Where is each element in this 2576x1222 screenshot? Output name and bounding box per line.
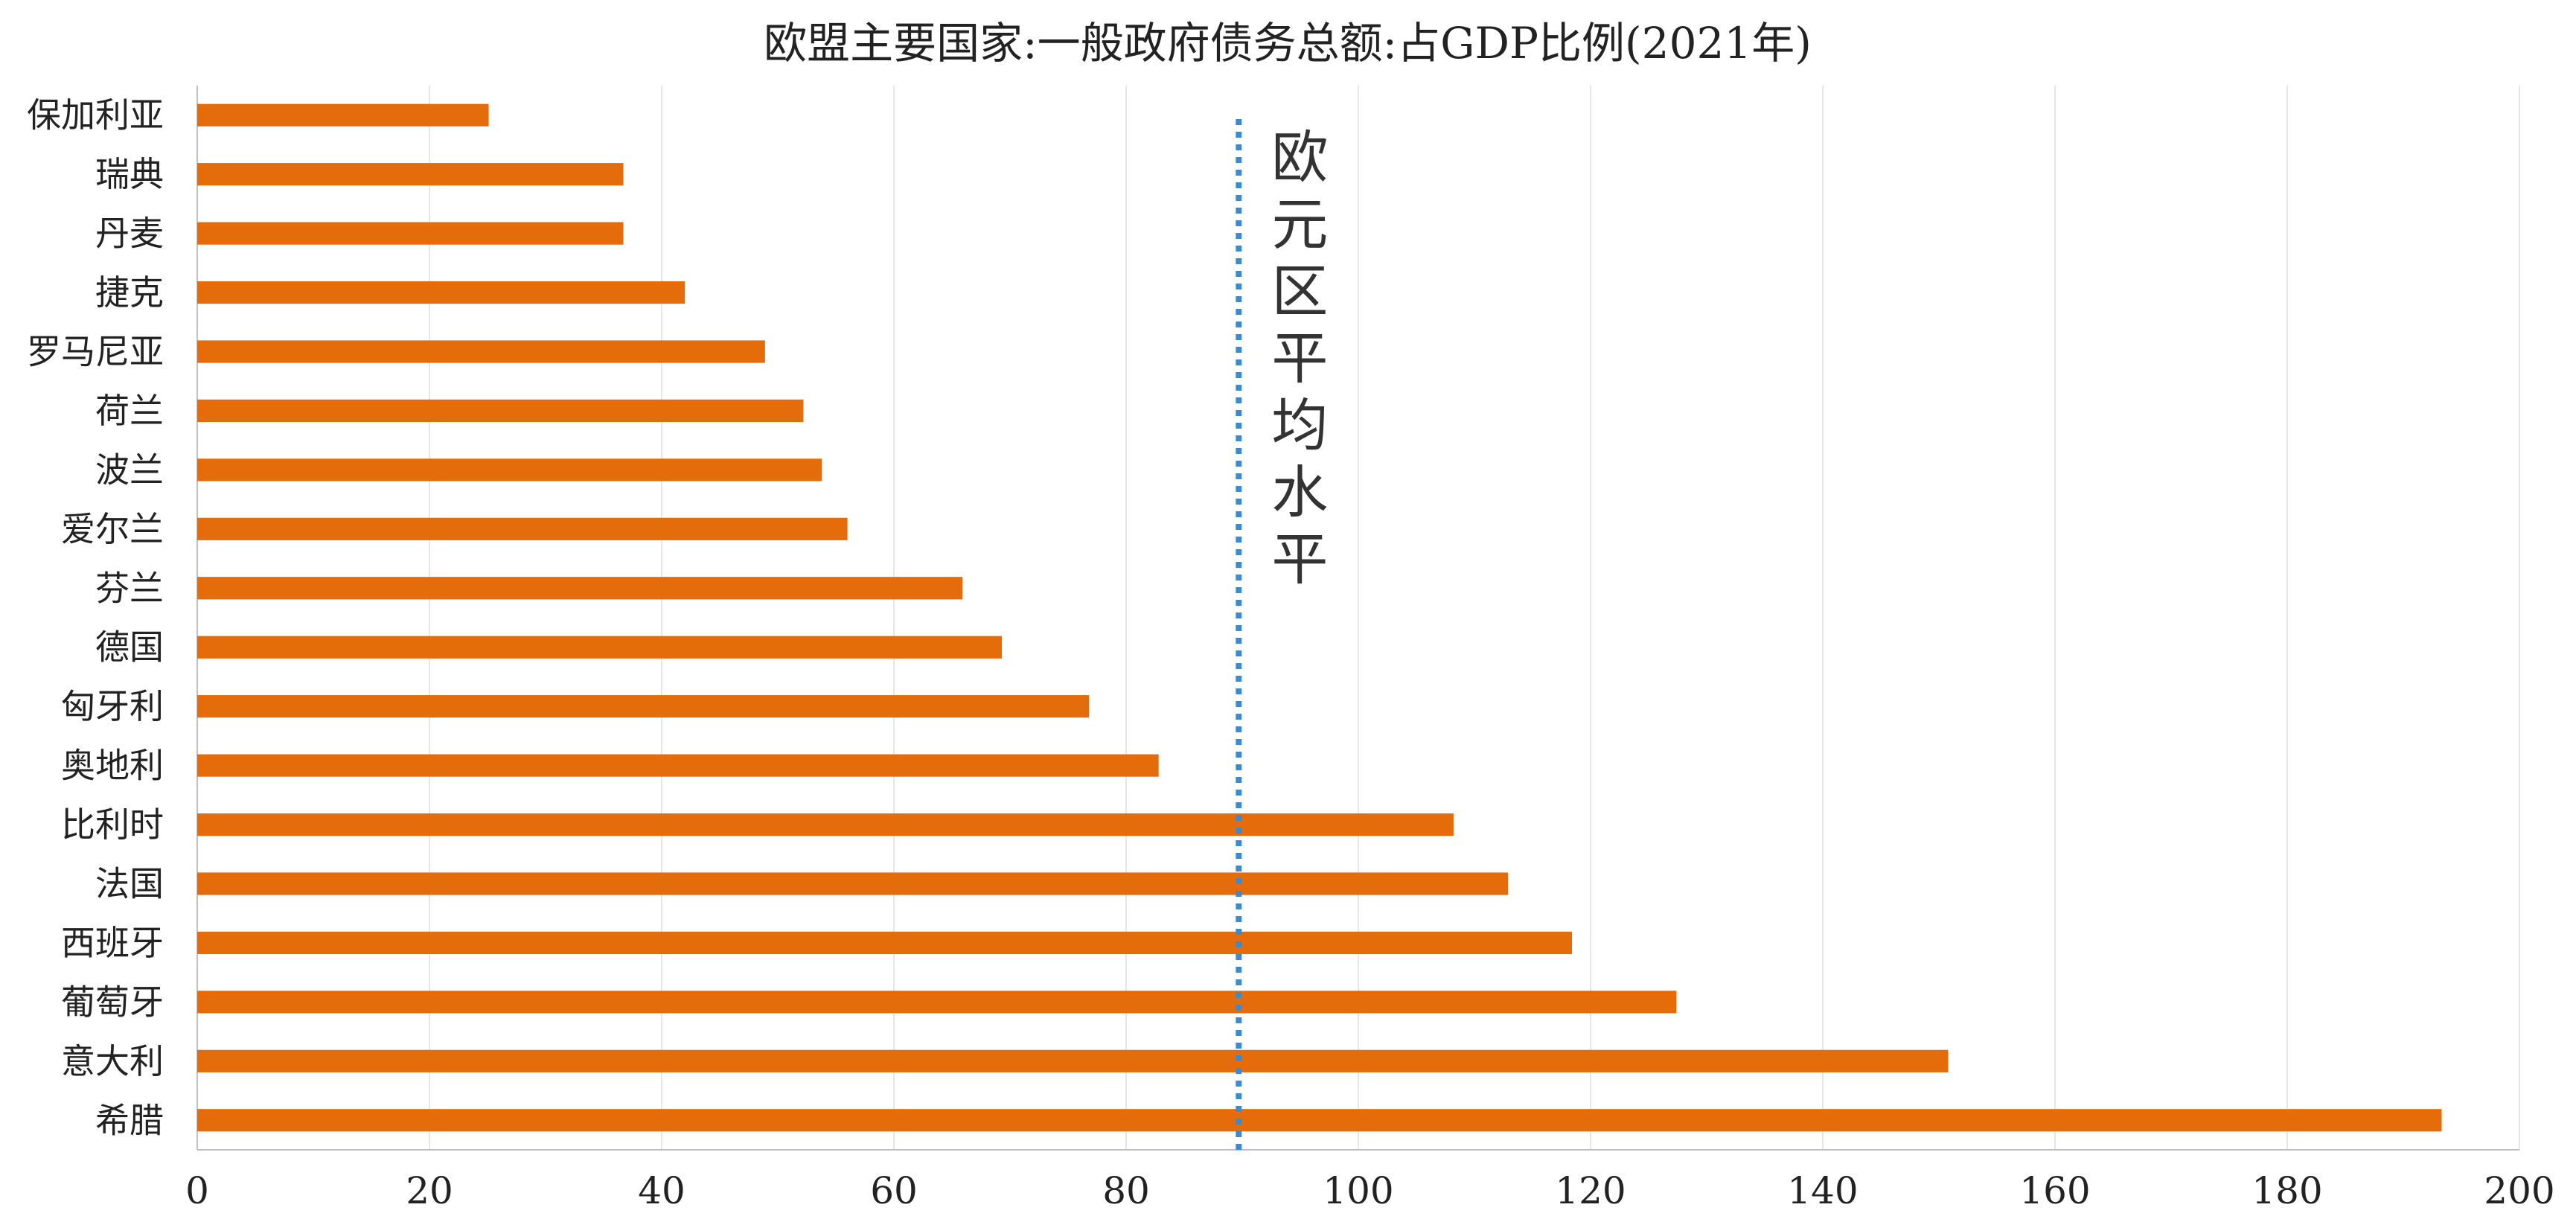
category-label: 希腊 xyxy=(95,1100,164,1140)
x-tick-label: 140 xyxy=(1787,1169,1858,1212)
gridlines xyxy=(429,86,2520,1150)
category-label: 捷克 xyxy=(95,272,164,313)
x-tick-label: 40 xyxy=(638,1169,685,1212)
bar xyxy=(197,1109,2442,1132)
category-label: 波兰 xyxy=(95,450,164,490)
bar xyxy=(197,1049,1949,1072)
category-label: 荷兰 xyxy=(95,391,164,431)
x-tick-label: 100 xyxy=(1323,1169,1393,1212)
bar xyxy=(197,163,624,186)
category-label: 爱尔兰 xyxy=(61,509,164,549)
x-tick-label: 80 xyxy=(1102,1169,1150,1212)
bar xyxy=(197,695,1090,718)
x-tick-label: 160 xyxy=(2019,1169,2090,1212)
x-tick-label: 0 xyxy=(185,1169,209,1212)
category-label: 瑞典 xyxy=(95,154,164,194)
x-tick-label: 20 xyxy=(406,1169,453,1212)
category-label: 奥地利 xyxy=(61,746,164,786)
x-tick-labels: 0 20 40 60 80 100 120 140 160 180 200 xyxy=(185,1169,2555,1212)
category-label: 比利时 xyxy=(61,804,164,845)
category-label: 罗马尼亚 xyxy=(27,332,164,372)
bar xyxy=(197,754,1159,777)
bar xyxy=(197,103,489,127)
category-label: 葡萄牙 xyxy=(61,982,164,1022)
bar xyxy=(197,340,765,363)
bar xyxy=(197,458,822,482)
bar xyxy=(197,636,1003,659)
bar xyxy=(197,577,963,600)
category-label: 保加利亚 xyxy=(27,95,164,135)
bar xyxy=(197,813,1454,836)
bar xyxy=(197,399,804,423)
category-label: 德国 xyxy=(95,627,164,668)
bar xyxy=(197,281,685,304)
bars xyxy=(197,103,2442,1132)
axes xyxy=(196,86,2519,1151)
bar xyxy=(197,872,1509,895)
bar xyxy=(197,991,1677,1014)
category-labels: 保加利亚瑞典丹麦捷克罗马尼亚荷兰波兰爱尔兰芬兰德国匈牙利奥地利比利时法国西班牙葡… xyxy=(27,95,164,1141)
bar xyxy=(197,931,1573,955)
category-label: 丹麦 xyxy=(95,214,164,254)
x-tick-label: 200 xyxy=(2484,1169,2554,1212)
reference-line-label: 欧元区平均水平 xyxy=(1271,124,1328,592)
category-label: 西班牙 xyxy=(61,923,164,963)
category-label: 意大利 xyxy=(61,1041,164,1081)
x-tick-label: 180 xyxy=(2251,1169,2322,1212)
bar xyxy=(197,517,848,540)
x-tick-label: 120 xyxy=(1555,1169,1626,1212)
x-tick-label: 60 xyxy=(870,1169,918,1212)
category-label: 法国 xyxy=(95,864,164,904)
bar xyxy=(197,222,624,245)
category-label: 芬兰 xyxy=(95,568,164,608)
chart-title: 欧盟主要国家:一般政府债务总额:占GDP比例(2021年) xyxy=(764,18,1812,68)
reference-line-group: 欧元区平均水平 xyxy=(1236,119,1328,1150)
category-label: 匈牙利 xyxy=(61,686,164,726)
